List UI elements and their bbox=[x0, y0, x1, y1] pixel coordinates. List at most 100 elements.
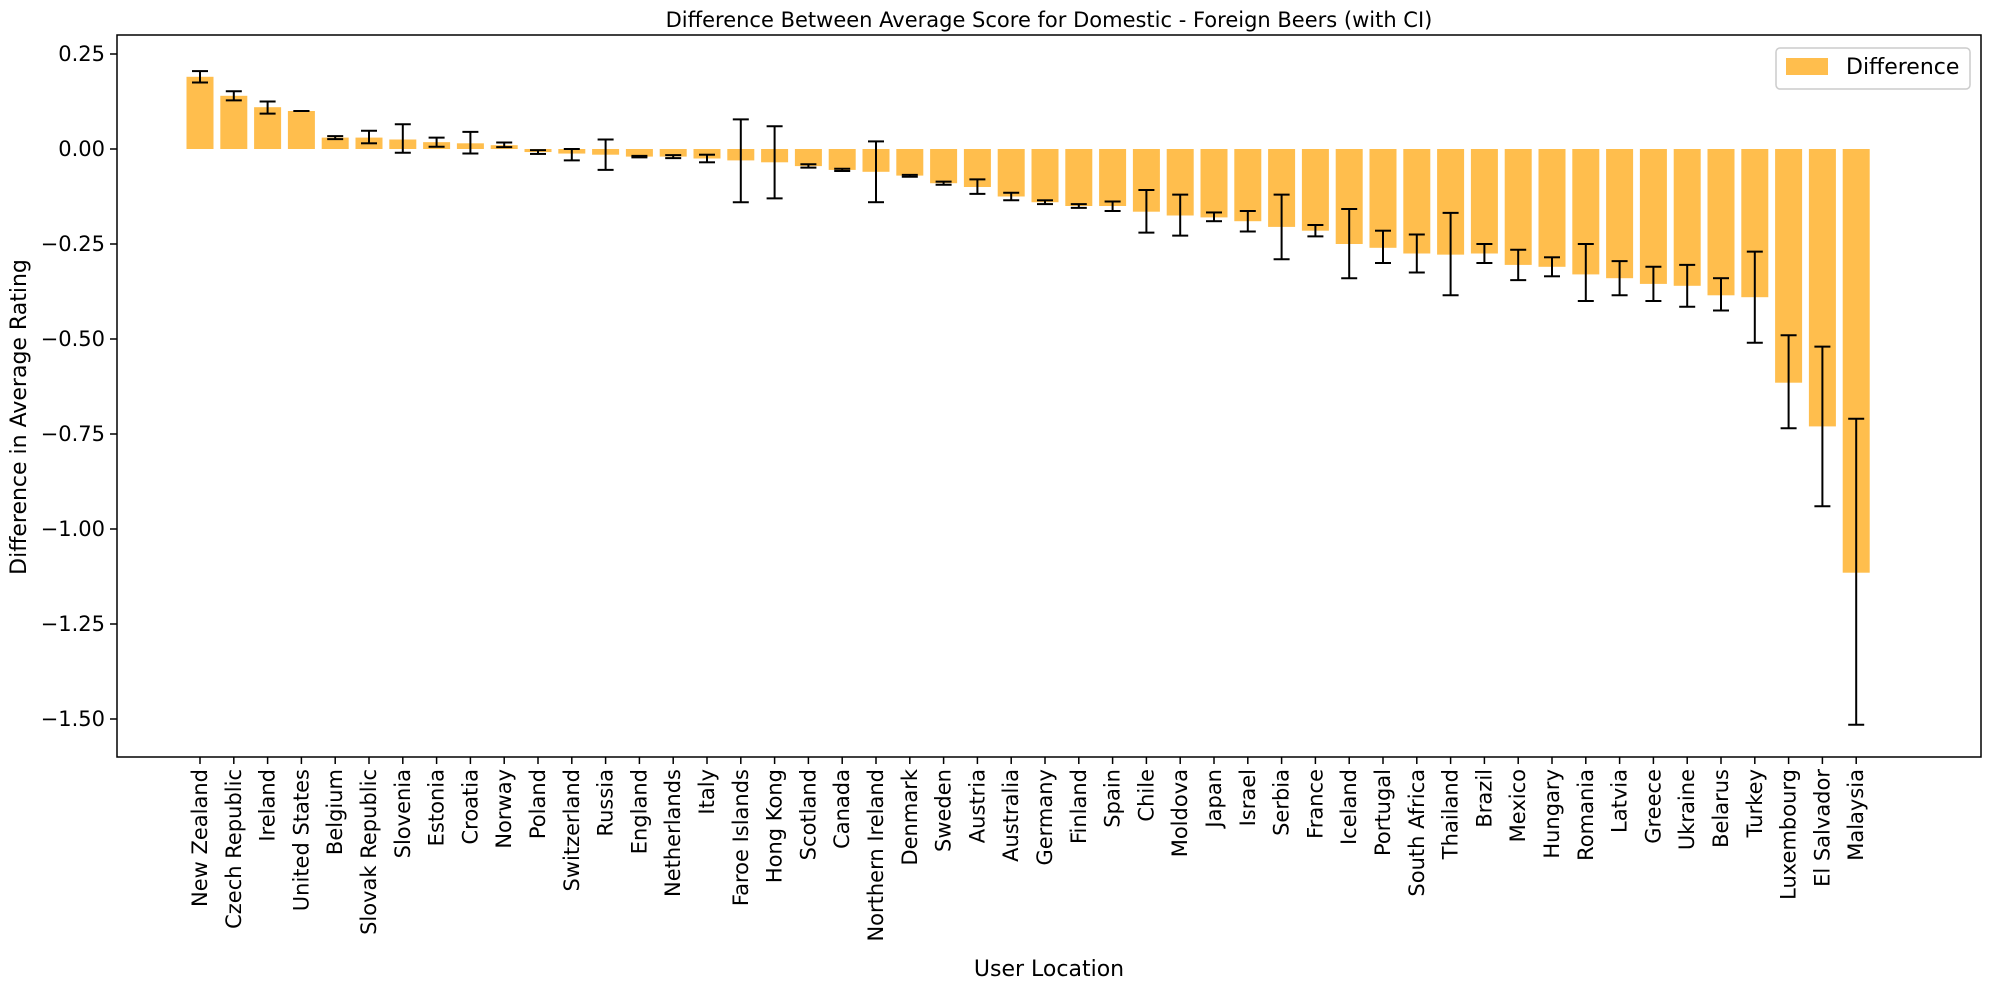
error-bar bbox=[1307, 224, 1324, 238]
x-tick-label: Belgium bbox=[323, 769, 347, 855]
error-bar bbox=[1070, 203, 1087, 209]
error-bar bbox=[800, 163, 817, 169]
error-bar bbox=[1172, 193, 1189, 237]
bar bbox=[1234, 149, 1262, 222]
y-tick-label: −1.25 bbox=[41, 612, 105, 636]
bar bbox=[186, 76, 214, 149]
x-tick-label: Poland bbox=[526, 769, 550, 839]
legend: Difference bbox=[1775, 47, 1971, 90]
x-tick-label: Malaysia bbox=[1844, 769, 1868, 861]
x-tick-label: Chile bbox=[1134, 769, 1158, 822]
x-tick-label: Australia bbox=[999, 769, 1023, 862]
x-tick-label: Greece bbox=[1641, 769, 1665, 844]
bar bbox=[659, 149, 687, 157]
bar bbox=[1200, 149, 1228, 218]
error-bar bbox=[1476, 243, 1493, 264]
bar bbox=[794, 149, 822, 167]
error-bar bbox=[1408, 233, 1425, 274]
bar bbox=[1065, 149, 1093, 206]
bar bbox=[287, 111, 315, 149]
y-tick-label: −0.50 bbox=[41, 327, 105, 351]
axes-layer bbox=[116, 34, 1982, 758]
error-bar bbox=[1037, 199, 1053, 206]
bar bbox=[1470, 149, 1498, 254]
error-bar bbox=[1003, 191, 1020, 202]
error-bar bbox=[1713, 277, 1729, 312]
error-bar bbox=[1273, 193, 1290, 261]
chart-title: Difference Between Average Score for Dom… bbox=[666, 8, 1433, 32]
error-bar bbox=[1611, 260, 1628, 297]
error-bar bbox=[361, 129, 377, 145]
plot-frame bbox=[116, 34, 1982, 758]
error-bar bbox=[563, 148, 580, 162]
error-bar bbox=[1239, 209, 1256, 233]
x-tick-label: Canada bbox=[830, 769, 854, 849]
x-tick-label: South Africa bbox=[1405, 769, 1429, 897]
x-tick-label: Ukraine bbox=[1675, 769, 1699, 850]
x-tick-label: Hong Kong bbox=[763, 769, 787, 883]
bar bbox=[828, 149, 856, 170]
error-bar bbox=[327, 135, 344, 141]
x-tick-label: Croatia bbox=[458, 769, 482, 845]
error-bar bbox=[1814, 345, 1831, 508]
bar bbox=[1707, 149, 1735, 296]
x-tick-label: Germany bbox=[1033, 769, 1057, 866]
error-bar bbox=[428, 136, 445, 148]
x-tick-label: Romania bbox=[1574, 769, 1598, 861]
error-bar bbox=[225, 90, 242, 102]
bar bbox=[1606, 149, 1634, 279]
error-bar bbox=[1375, 229, 1391, 264]
x-tick-label: France bbox=[1303, 769, 1327, 839]
error-bar bbox=[732, 118, 749, 204]
error-bar bbox=[394, 123, 411, 154]
x-tick-label: Netherlands bbox=[661, 769, 685, 897]
y-tick-label: −0.25 bbox=[41, 232, 105, 256]
x-tick-label: Finland bbox=[1067, 769, 1091, 844]
bar bbox=[1538, 149, 1566, 267]
bar bbox=[321, 137, 349, 149]
y-tick-label: 0.00 bbox=[58, 137, 105, 161]
error-bar bbox=[1746, 250, 1763, 344]
error-bar bbox=[1848, 417, 1865, 726]
x-tick-label: Czech Republic bbox=[222, 769, 246, 929]
x-tick-label: Russia bbox=[594, 769, 618, 837]
x-tick-label: Slovak Republic bbox=[357, 769, 381, 935]
error-bar bbox=[192, 70, 208, 84]
x-tick-label: Slovenia bbox=[391, 769, 415, 858]
error-bar bbox=[1442, 211, 1459, 297]
error-bar bbox=[665, 154, 682, 160]
ticks-layer: New Zealand Czech Republic Ireland United S… bbox=[41, 42, 1869, 942]
error-bar bbox=[969, 178, 986, 195]
error-bar bbox=[530, 149, 546, 155]
error-bar bbox=[1780, 334, 1797, 430]
error-bar bbox=[1206, 211, 1222, 223]
error-bar bbox=[1577, 243, 1594, 302]
x-tick-label: Iceland bbox=[1337, 769, 1361, 845]
x-tick-label: Ireland bbox=[256, 769, 280, 842]
y-tick-label: 0.25 bbox=[58, 42, 105, 66]
error-bar bbox=[935, 180, 952, 186]
bar bbox=[1639, 149, 1667, 284]
x-tick-label: Portugal bbox=[1371, 769, 1395, 856]
x-tick-label: Sweden bbox=[932, 769, 956, 852]
x-tick-label: Spain bbox=[1101, 769, 1125, 828]
x-tick-label: El Salvador bbox=[1810, 769, 1834, 887]
bar bbox=[997, 149, 1025, 197]
x-tick-label: Belarus bbox=[1709, 769, 1733, 848]
error-bar bbox=[597, 138, 614, 171]
error-bar bbox=[699, 153, 715, 164]
bars-layer bbox=[186, 76, 1870, 573]
x-tick-label: Moldova bbox=[1168, 769, 1192, 857]
error-bar bbox=[868, 140, 884, 204]
y-tick-label: −1.50 bbox=[41, 707, 105, 731]
bar bbox=[1673, 149, 1701, 286]
bar bbox=[1301, 149, 1329, 231]
legend-label: Difference bbox=[1846, 55, 1959, 80]
error-bar bbox=[1341, 208, 1358, 280]
x-tick-label: Scotland bbox=[796, 769, 820, 860]
error-bar bbox=[259, 100, 276, 115]
error-bar bbox=[462, 130, 479, 155]
x-tick-label: Northern Ireland bbox=[864, 769, 888, 942]
x-tick-label: New Zealand bbox=[188, 769, 212, 907]
